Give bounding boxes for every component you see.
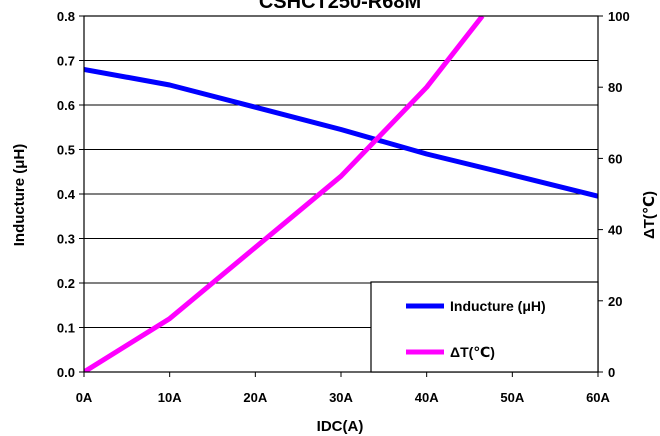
series-layer — [84, 16, 598, 372]
y-left-tick-label: 0.3 — [57, 232, 75, 247]
y-left-axis-title: Inducture (μH) — [11, 144, 28, 247]
y-left-tick-label: 0.7 — [57, 54, 75, 69]
series-line-temperature-rise — [84, 16, 485, 372]
y-right-tick-label: 100 — [608, 9, 630, 24]
y-right-tick-label: 0 — [608, 365, 615, 380]
y-left-tick-label: 0.4 — [57, 187, 76, 202]
series-line-inductance — [84, 66, 598, 199]
x-tick-label: 50A — [500, 390, 524, 405]
grid-lines — [84, 60, 598, 328]
x-tick-label: 60A — [586, 390, 610, 405]
y-right-tick-label: 40 — [608, 223, 622, 238]
x-tick-label: 10A — [158, 390, 182, 405]
y-right-axis-ticks: 0 20 40 60 80 100 — [598, 9, 630, 380]
legend-label: Inducture (μH) — [450, 298, 546, 314]
y-right-tick-label: 20 — [608, 294, 622, 309]
legend-box — [370, 281, 599, 373]
chart-title: CSHCT250-R68M — [259, 0, 421, 13]
x-axis-title: IDC(A) — [317, 418, 364, 435]
x-tick-label: 40A — [415, 390, 439, 405]
y-left-axis-ticks: 0.0 0.1 0.2 0.3 0.4 0.5 0.6 0.7 0.8 — [57, 9, 84, 380]
x-tick-label: 30A — [329, 390, 353, 405]
x-tick-label: 0A — [76, 390, 93, 405]
legend-label: ΔT(℃) — [450, 344, 495, 360]
y-left-tick-label: 0.0 — [57, 365, 75, 380]
y-left-tick-label: 0.5 — [57, 143, 75, 158]
y-right-axis-title: ΔT(℃) — [641, 191, 658, 239]
y-right-tick-label: 60 — [608, 151, 622, 166]
y-left-tick-label: 0.2 — [57, 276, 75, 291]
legend: Inducture (μH) ΔT(℃) — [370, 281, 599, 373]
x-axis-ticks: 0A 10A 20A 30A 40A 50A 60A — [76, 372, 611, 405]
x-tick-label: 20A — [243, 390, 267, 405]
y-left-tick-label: 0.1 — [57, 321, 75, 336]
y-left-tick-label: 0.6 — [57, 98, 75, 113]
y-right-tick-label: 80 — [608, 80, 622, 95]
y-left-tick-label: 0.8 — [57, 9, 75, 24]
